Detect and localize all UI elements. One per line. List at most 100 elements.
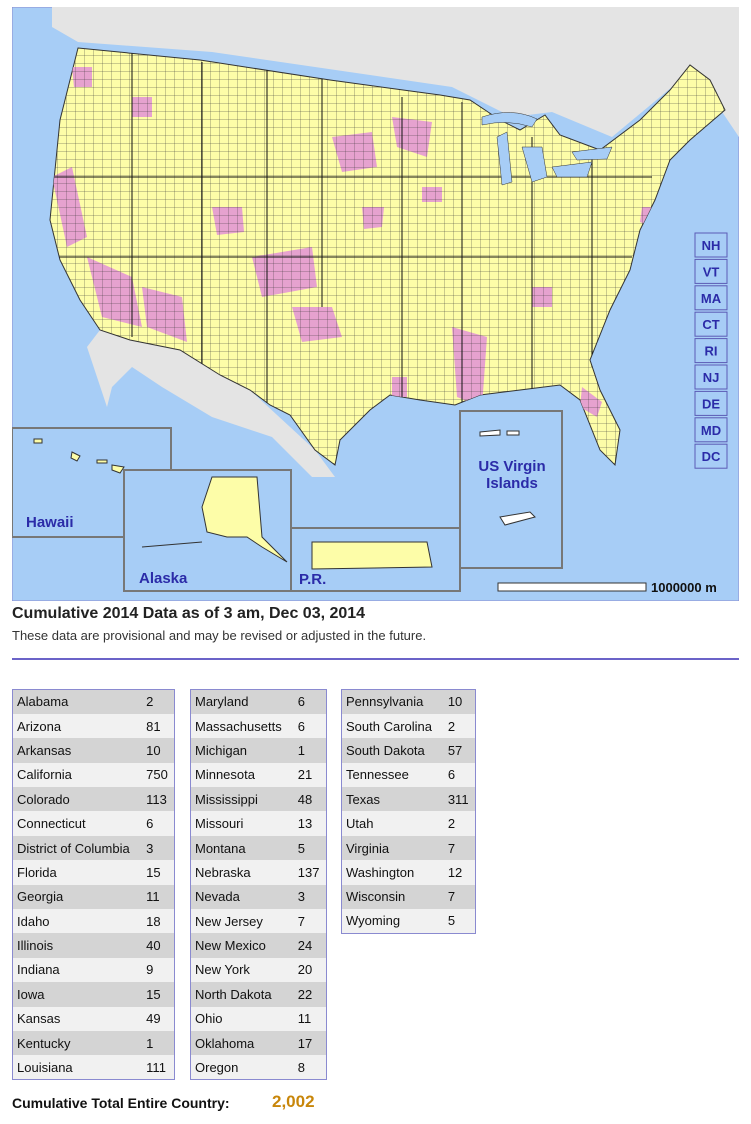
state-cell: Idaho [12, 909, 143, 934]
state-cell: Nebraska [190, 860, 294, 885]
title: Cumulative 2014 Data as of 3 am, Dec 03,… [12, 605, 366, 622]
table-row: Kentucky 1 [12, 1030, 175, 1056]
table-row: California 750 [12, 762, 175, 788]
state-cell: Pennsylvania [341, 689, 444, 714]
table-row: Wyoming 5 [341, 909, 476, 934]
canada [52, 7, 739, 137]
state-cell: Louisiana [12, 1055, 143, 1080]
inset-label: US Virgin Islands [478, 458, 545, 492]
state-button[interactable] [694, 311, 728, 337]
scale-bar [497, 582, 647, 592]
count-cell: 40 [142, 933, 175, 958]
state-cell: Florida [12, 860, 143, 885]
table-row: Virginia 7 [341, 835, 476, 861]
state-button-label[interactable]: CT [702, 317, 719, 332]
state-cell: Tennessee [341, 762, 444, 788]
table-row: Wisconsin 7 [341, 884, 476, 910]
state-button[interactable] [694, 285, 728, 311]
count-cell: 5 [293, 835, 327, 861]
state-button-label[interactable]: DE [702, 396, 720, 411]
mexico [87, 330, 335, 477]
count-cell: 6 [142, 811, 175, 836]
state-button[interactable] [694, 364, 728, 390]
count-cell: 21 [293, 762, 327, 788]
state-cell: Kansas [12, 1006, 143, 1031]
state-cell: Massachusetts [190, 713, 294, 739]
count-cell: 2 [443, 811, 476, 836]
alaska-map [141, 476, 288, 563]
table-row: Missouri 13 [190, 811, 327, 836]
state-cell: Montana [190, 835, 294, 861]
state-button-label[interactable]: NH [702, 238, 721, 253]
state-button-label[interactable]: NJ [703, 370, 720, 385]
inset-label: P.R. [299, 571, 326, 588]
state-cell: Wisconsin [341, 884, 444, 910]
usvi-map [479, 429, 536, 526]
state-cell: Colorado [12, 787, 143, 812]
state-cell: Oklahoma [190, 1030, 294, 1056]
table-row: Indiana 9 [12, 957, 175, 983]
table-row: Illinois 40 [12, 933, 175, 958]
state-cell: Georgia [12, 884, 143, 910]
count-cell: 9 [142, 957, 175, 983]
state-cell: South Dakota [341, 738, 444, 763]
count-cell: 11 [293, 1006, 327, 1031]
state-cell: Alabama [12, 689, 143, 714]
count-cell: 8 [293, 1055, 327, 1080]
buttons: NH VT MA CT RI NJ DE MD DC [694, 232, 728, 469]
state-cell: Michigan [190, 738, 294, 763]
state-cell: Utah [341, 811, 444, 836]
total-label: Cumulative Total Entire Country: [12, 1095, 230, 1111]
state-cell: Virginia [341, 835, 444, 861]
state-button[interactable] [694, 258, 728, 284]
table-row: Iowa 15 [12, 982, 175, 1007]
table-row: South Dakota 57 [341, 738, 476, 763]
table-row: Alabama 2 [12, 689, 175, 714]
state-button[interactable] [694, 338, 728, 364]
table-row: Connecticut 6 [12, 811, 175, 836]
count-cell: 48 [293, 787, 327, 812]
table-row: Idaho 18 [12, 909, 175, 934]
state-button-label[interactable]: MA [701, 291, 722, 306]
table-row: Oklahoma 17 [190, 1030, 327, 1056]
state-cell: Indiana [12, 957, 143, 983]
table-row: Minnesota 21 [190, 762, 327, 788]
state-button[interactable] [694, 443, 728, 469]
state-cell: Mississippi [190, 787, 294, 812]
count-cell: 7 [443, 835, 476, 861]
table-row: New Jersey 7 [190, 909, 327, 934]
table-row: Tennessee 6 [341, 762, 476, 788]
count-cell: 57 [443, 738, 476, 763]
state-button[interactable] [694, 232, 728, 258]
count-cell: 10 [443, 689, 476, 714]
state-button-label[interactable]: DC [702, 449, 721, 464]
count-cell: 15 [142, 982, 175, 1007]
table-row: Arkansas 10 [12, 738, 175, 763]
table-row: Utah 2 [341, 811, 476, 836]
state-cell: Missouri [190, 811, 294, 836]
table-row: Pennsylvania 10 [341, 689, 476, 714]
state-cell: Arkansas [12, 738, 143, 763]
count-cell: 15 [142, 860, 175, 885]
table-row: South Carolina 2 [341, 713, 476, 739]
table-row: Nebraska 137 [190, 860, 327, 885]
state-button[interactable] [694, 417, 728, 443]
table-row: Florida 15 [12, 860, 175, 885]
count-cell: 750 [142, 762, 175, 788]
count-cell: 113 [142, 787, 175, 812]
count-cell: 111 [142, 1055, 175, 1080]
usvi-inset [459, 410, 563, 569]
data-table: Alabama 2 Arizona 81 Arkansas 10 California 750… [12, 689, 175, 1081]
total-value: 2,002 [272, 1092, 315, 1111]
state-cell: Washington [341, 860, 444, 885]
state-button-label[interactable]: VT [703, 264, 720, 279]
table-row: Georgia 11 [12, 884, 175, 910]
state-button-label[interactable]: MD [701, 423, 721, 438]
table-row: Texas 311 [341, 787, 476, 812]
inset-label: Hawaii [26, 514, 74, 531]
state-button[interactable] [694, 390, 728, 416]
state-button-label[interactable]: RI [705, 344, 718, 359]
count-cell: 49 [142, 1006, 175, 1031]
count-cell: 137 [293, 860, 327, 885]
table-row: Maryland 6 [190, 689, 327, 714]
